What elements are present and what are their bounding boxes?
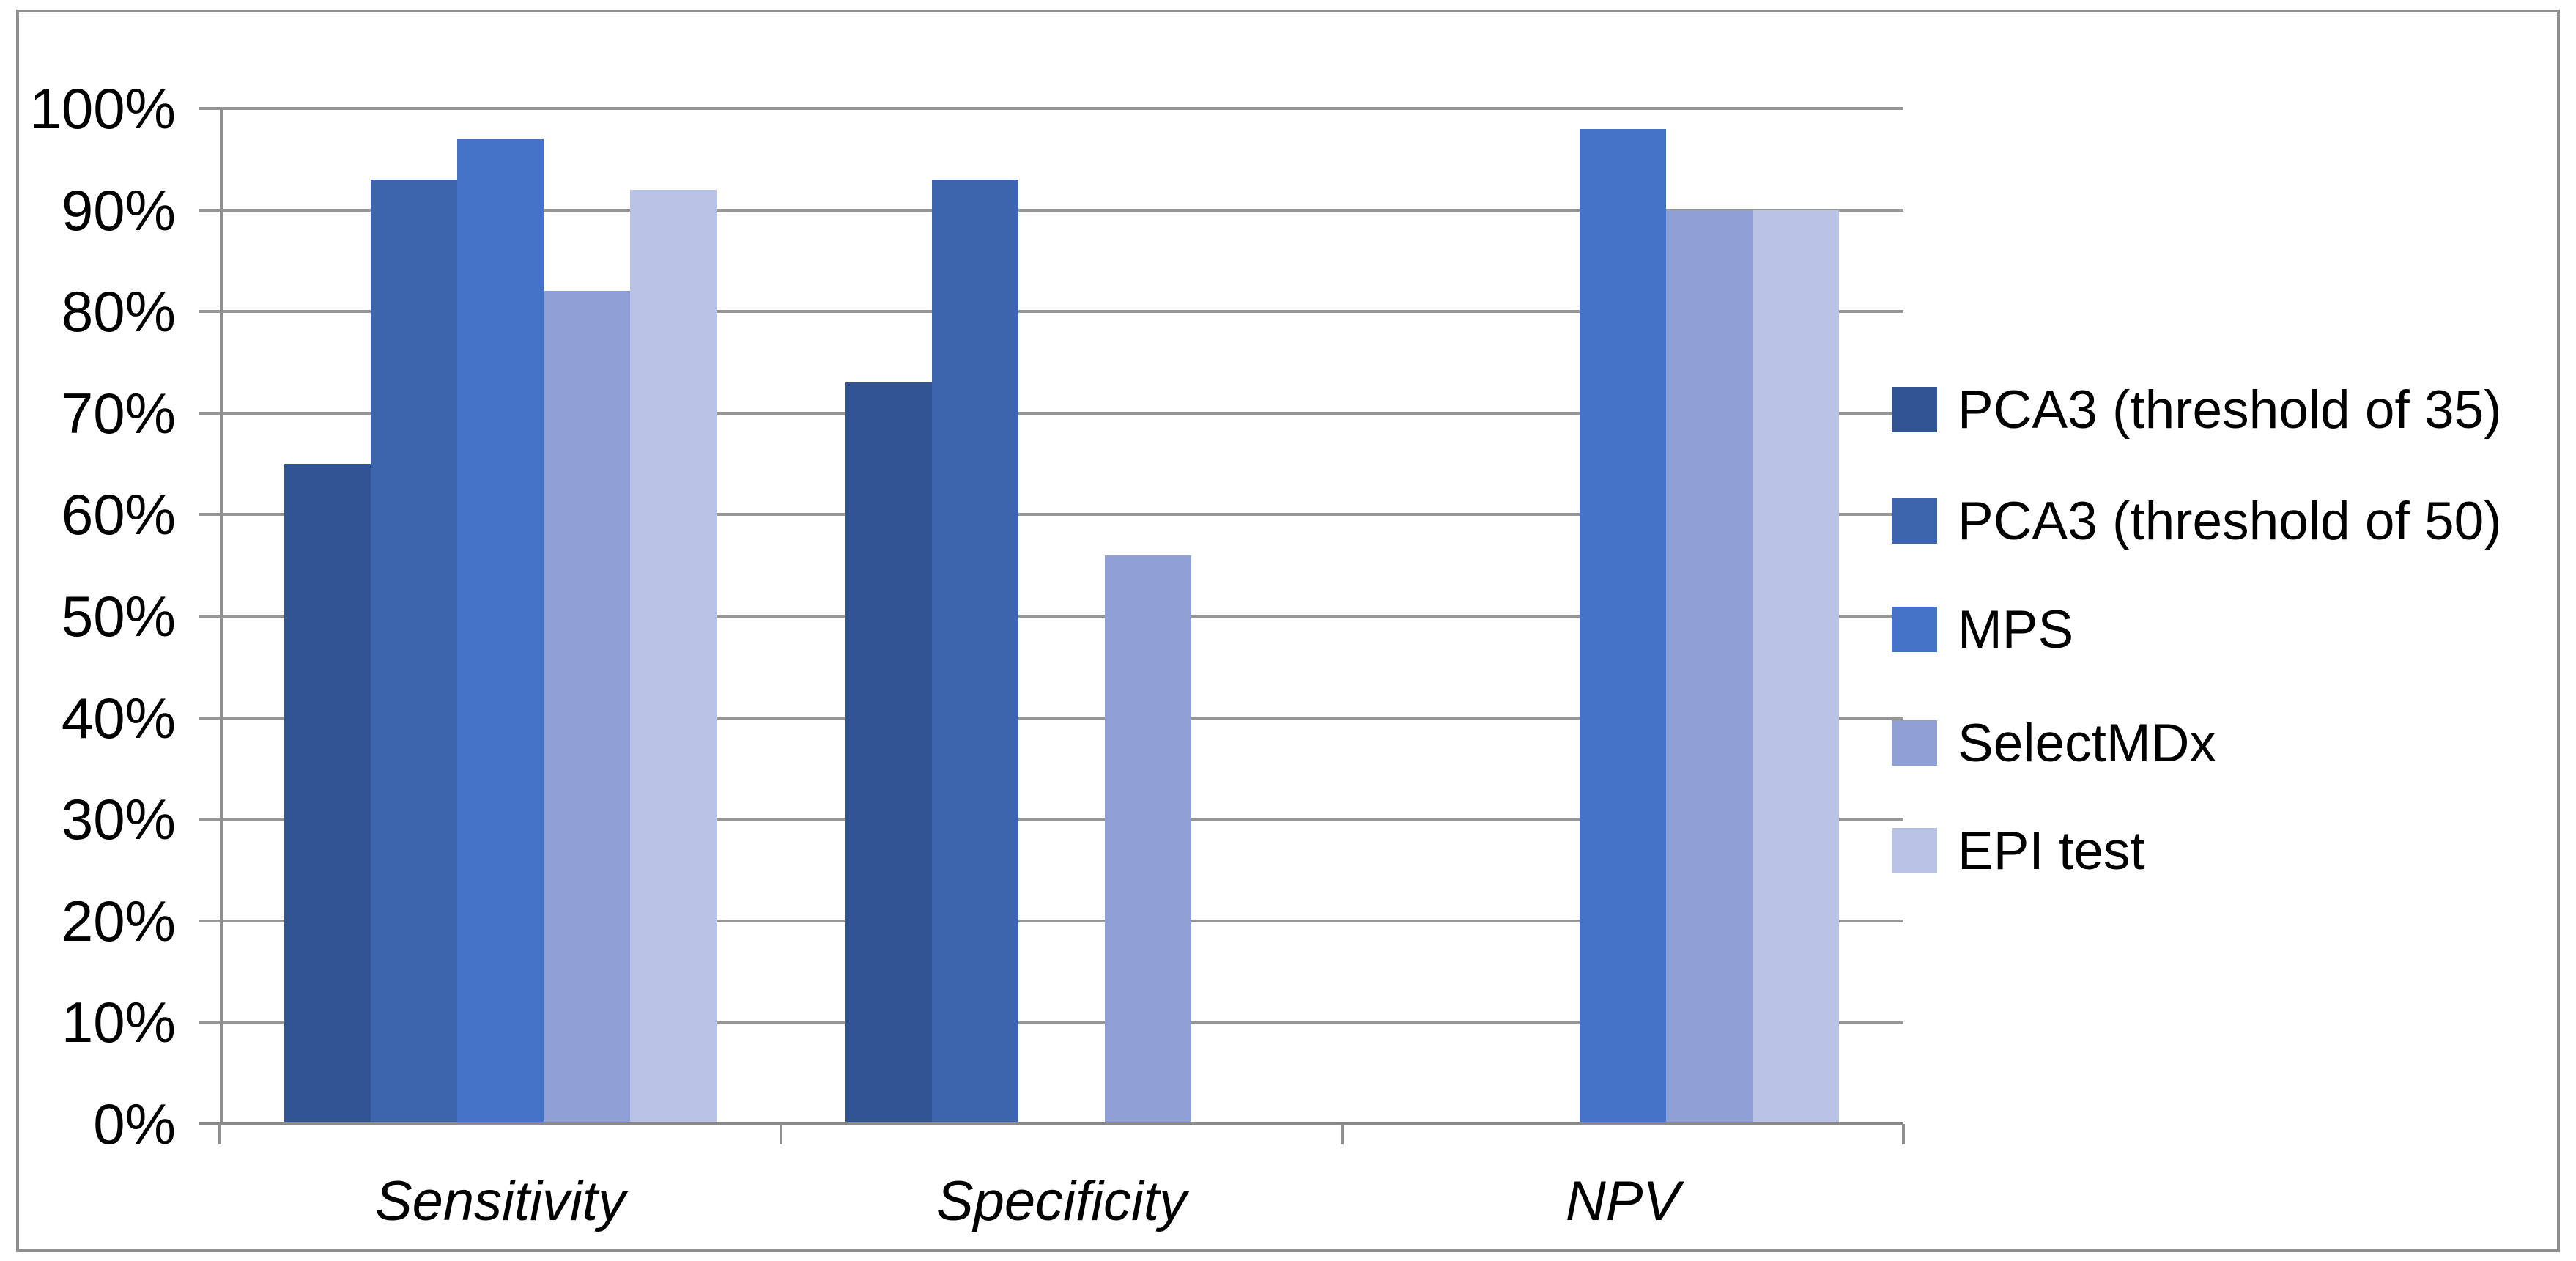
legend-swatch-pca3-threshold-of-50	[1892, 498, 1937, 544]
legend-swatch-selectmdx	[1892, 720, 1937, 766]
gridline-30	[199, 818, 1903, 821]
gridline-80	[199, 310, 1903, 314]
x-axis-label-npv: NPV	[1565, 1170, 1681, 1232]
y-axis-tick-label-50: 50%	[61, 584, 176, 648]
bar-pca3-threshold-of-50-sensitivity	[371, 180, 458, 1124]
y-axis-tick-label-100: 100%	[29, 76, 177, 141]
bar-pca3-threshold-of-35-specificity	[845, 382, 933, 1124]
x-axis-boundary-tick-1	[780, 1124, 782, 1144]
legend-label-mps: MPS	[1958, 599, 2074, 659]
legend-swatch-pca3-threshold-of-35	[1892, 387, 1937, 432]
y-axis-tick-label-0: 0%	[93, 1092, 176, 1156]
bar-mps-sensitivity	[457, 138, 544, 1124]
gridline-100	[199, 107, 1903, 110]
x-axis-label-sensitivity: Sensitivity	[374, 1170, 626, 1232]
bar-pca3-threshold-of-50-specificity	[932, 180, 1019, 1124]
gridline-70	[199, 411, 1903, 415]
plot-area: 0% 10% 20% 30% 40% 50% 60% 70% 80% 90% 100% Sensiti…	[30, 77, 1905, 1232]
legend-item-epi-test: EPI test	[1892, 796, 2145, 906]
x-axis-boundary-tick-0	[218, 1124, 221, 1144]
bar-selectmdx-npv	[1665, 210, 1753, 1124]
gridline-60	[199, 513, 1903, 517]
x-axis-label-specificity: Specificity	[936, 1170, 1188, 1232]
gridline-10	[199, 1021, 1903, 1024]
legend-label-pca3-threshold-of-50: PCA3 (threshold of 50)	[1958, 491, 2502, 551]
bar-selectmdx-specificity	[1104, 555, 1191, 1124]
legend-swatch-mps	[1892, 607, 1937, 652]
bar-pca3-threshold-of-35-sensitivity	[284, 464, 371, 1124]
y-axis-tick-label-80: 80%	[61, 279, 176, 344]
legend-item-pca3-threshold-of-50: PCA3 (threshold of 50)	[1892, 466, 2502, 576]
y-axis-tick-label-10: 10%	[61, 990, 176, 1055]
y-axis-tick-label-30: 30%	[61, 787, 176, 852]
x-axis-boundary-tick-3	[1902, 1124, 1905, 1144]
y-axis-tick-label-60: 60%	[61, 482, 176, 547]
legend-item-mps: MPS	[1892, 574, 2073, 684]
legend-swatch-epi-test	[1892, 828, 1937, 873]
legend-item-selectmdx: SelectMDx	[1892, 688, 2216, 798]
bar-mps-npv	[1580, 128, 1666, 1124]
gridline-90	[199, 208, 1903, 212]
bar-epi-test-npv	[1752, 210, 1839, 1124]
legend-label-epi-test: EPI test	[1958, 821, 2145, 881]
x-axis-line	[199, 1122, 1903, 1125]
y-axis-tick-label-40: 40%	[61, 685, 176, 750]
y-axis-tick-label-90: 90%	[61, 177, 176, 243]
gridline-50	[199, 615, 1903, 618]
bar-epi-test-sensitivity	[629, 189, 717, 1124]
legend-label-selectmdx: SelectMDx	[1958, 713, 2216, 773]
y-axis-tick-label-70: 70%	[61, 380, 176, 445]
bar-selectmdx-sensitivity	[543, 291, 630, 1124]
gridline-20	[199, 919, 1903, 922]
y-axis-tick-label-20: 20%	[61, 888, 176, 953]
legend-label-pca3-threshold-of-35: PCA3 (threshold of 35)	[1958, 380, 2502, 440]
gridline-40	[199, 716, 1903, 720]
x-axis-boundary-tick-2	[1341, 1124, 1344, 1144]
y-axis-line	[220, 108, 223, 1124]
legend-item-pca3-threshold-of-35: PCA3 (threshold of 35)	[1892, 355, 2502, 465]
